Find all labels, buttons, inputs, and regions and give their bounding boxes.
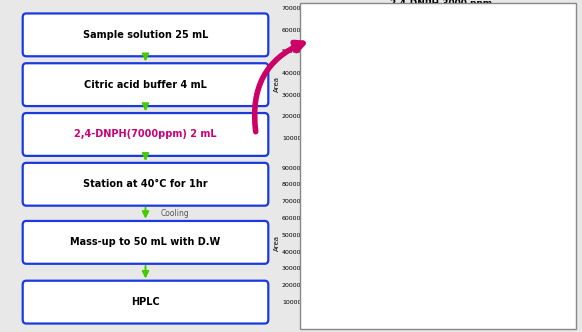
- Title: 2,4-DNPH 7000ppm: 2,4-DNPH 7000ppm: [391, 158, 491, 167]
- Text: Mass-up to 50 mL with D.W: Mass-up to 50 mL with D.W: [70, 237, 221, 247]
- Text: HPLC: HPLC: [131, 297, 160, 307]
- Text: Station at 40°C for 1hr: Station at 40°C for 1hr: [83, 179, 208, 189]
- Text: Sample solution 25 mL: Sample solution 25 mL: [83, 30, 208, 40]
- FancyBboxPatch shape: [23, 113, 268, 156]
- X-axis label: Conc.(mg/kg): Conc.(mg/kg): [417, 331, 464, 332]
- Text: Citric acid buffer 4 mL: Citric acid buffer 4 mL: [84, 80, 207, 90]
- FancyBboxPatch shape: [23, 13, 268, 56]
- FancyBboxPatch shape: [23, 163, 268, 206]
- FancyBboxPatch shape: [23, 221, 268, 264]
- Y-axis label: Area: Area: [274, 235, 281, 251]
- X-axis label: Conc.(mg/kg): Conc.(mg/kg): [417, 172, 464, 179]
- Text: Cooling: Cooling: [160, 209, 189, 218]
- FancyBboxPatch shape: [23, 281, 268, 323]
- Bar: [452, 13, 555, 155]
- Text: 2,4-DNPH(7000ppm) 2 mL: 2,4-DNPH(7000ppm) 2 mL: [74, 129, 217, 139]
- Y-axis label: Area: Area: [274, 76, 281, 92]
- Title: 2,4-DNPH 3000 ppm: 2,4-DNPH 3000 ppm: [390, 0, 492, 8]
- FancyBboxPatch shape: [23, 63, 268, 106]
